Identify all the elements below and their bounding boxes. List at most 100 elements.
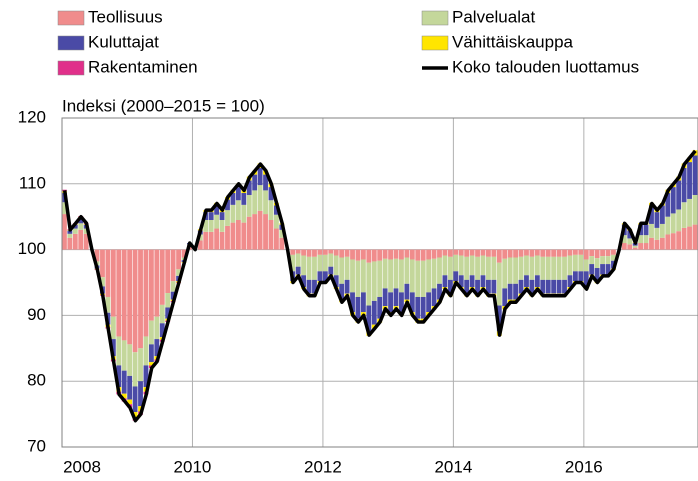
bar-segment: [208, 212, 214, 220]
bar-segment: [578, 271, 584, 282]
bar-segment: [274, 214, 279, 229]
bar-segment: [154, 316, 160, 340]
bar-segment: [491, 256, 497, 280]
bar-segment: [350, 292, 355, 313]
bar-segment: [274, 228, 279, 250]
bar-segment: [545, 256, 551, 280]
bar-segment: [339, 257, 345, 284]
bar-segment: [360, 259, 366, 293]
bar-segment: [464, 249, 470, 257]
bar-segment: [62, 189, 67, 192]
bar-segment: [143, 365, 149, 388]
bar-segment: [583, 249, 589, 260]
bar-segment: [594, 268, 600, 282]
bar-segment: [230, 222, 236, 250]
bar-segment: [659, 205, 665, 224]
bar-segment: [524, 275, 529, 288]
bar-segment: [572, 254, 578, 272]
bar-segment: [534, 249, 540, 256]
bar-segment: [442, 255, 448, 276]
bar-segment: [322, 254, 328, 272]
bar-segment: [627, 244, 633, 250]
x-tick-label: 2010: [174, 457, 212, 476]
bar-segment: [203, 219, 209, 232]
bar-segment: [600, 249, 605, 257]
bar-segment: [165, 249, 171, 294]
bar-segment: [219, 212, 225, 220]
bar-segment: [480, 249, 486, 256]
bar-segment: [534, 275, 540, 288]
bar-segment: [127, 249, 133, 345]
bar-segment: [301, 255, 307, 276]
bar-segment: [301, 275, 307, 288]
bar-segment: [611, 254, 616, 261]
bar-segment: [518, 256, 524, 280]
bar-segment: [290, 254, 296, 272]
bar-segment: [333, 275, 339, 288]
bar-segment: [475, 249, 480, 257]
bar-segment: [295, 266, 301, 275]
bar-segment: [322, 249, 328, 255]
bar-segment: [148, 344, 154, 363]
bar-segment: [121, 340, 127, 371]
bar-segment: [507, 283, 513, 300]
bar-segment: [605, 264, 611, 275]
bar-segment: [486, 249, 491, 257]
bar-segment: [274, 205, 279, 215]
bar-segment: [148, 320, 154, 345]
bar-segment: [116, 336, 122, 366]
bar-segment: [540, 256, 546, 280]
bar-segment: [692, 155, 698, 195]
bar-segment: [409, 259, 415, 293]
bar-segment: [670, 213, 676, 234]
x-tick-label: 2012: [304, 457, 342, 476]
bar-segment: [208, 219, 214, 232]
bar-segment: [360, 292, 366, 313]
bar-segment: [632, 247, 638, 250]
bar-segment: [105, 296, 111, 313]
bar-segment: [540, 249, 546, 257]
bar-segment: [268, 219, 274, 250]
bar-segment: [404, 249, 410, 258]
bar-segment: [110, 316, 116, 340]
bar-segment: [420, 296, 426, 319]
bar-segment: [252, 214, 258, 250]
bar-segment: [426, 292, 432, 313]
bar-segment: [72, 233, 78, 250]
bar-segment: [643, 243, 649, 250]
bar-segment: [632, 245, 638, 248]
bar-segment: [230, 204, 236, 223]
bar-segment: [377, 249, 383, 261]
bar-segment: [447, 256, 453, 280]
bar-segment: [404, 283, 410, 300]
legend-label: Kuluttajat: [88, 32, 159, 51]
bar-segment: [437, 257, 442, 284]
bar-segment: [415, 260, 421, 297]
bar-segment: [420, 260, 426, 297]
bar-segment: [480, 275, 486, 288]
bar-segment: [567, 255, 573, 276]
bar-segment: [170, 291, 176, 300]
bar-segment: [649, 237, 654, 250]
bar-segment: [589, 256, 595, 265]
bar-segment: [562, 256, 567, 280]
y-tick-label: 100: [18, 239, 46, 258]
legend-swatch: [57, 35, 85, 51]
bar-segment: [295, 249, 301, 254]
bar-segment: [518, 279, 524, 294]
bar-segment: [453, 254, 459, 272]
bar-segment: [556, 279, 562, 294]
bar-segment: [165, 293, 171, 308]
bar-segment: [219, 231, 225, 250]
bar-segment: [654, 212, 660, 228]
bar-segment: [469, 255, 475, 276]
bar-segment: [246, 180, 252, 195]
bar-segment: [524, 255, 529, 276]
bar-segment: [312, 249, 317, 257]
legend-label: Palvelualat: [452, 7, 535, 26]
bar-segment: [654, 227, 660, 240]
bar-segment: [649, 223, 654, 238]
bar-segment: [143, 249, 149, 337]
bar-segment: [594, 258, 600, 269]
bar-segment: [453, 271, 459, 282]
